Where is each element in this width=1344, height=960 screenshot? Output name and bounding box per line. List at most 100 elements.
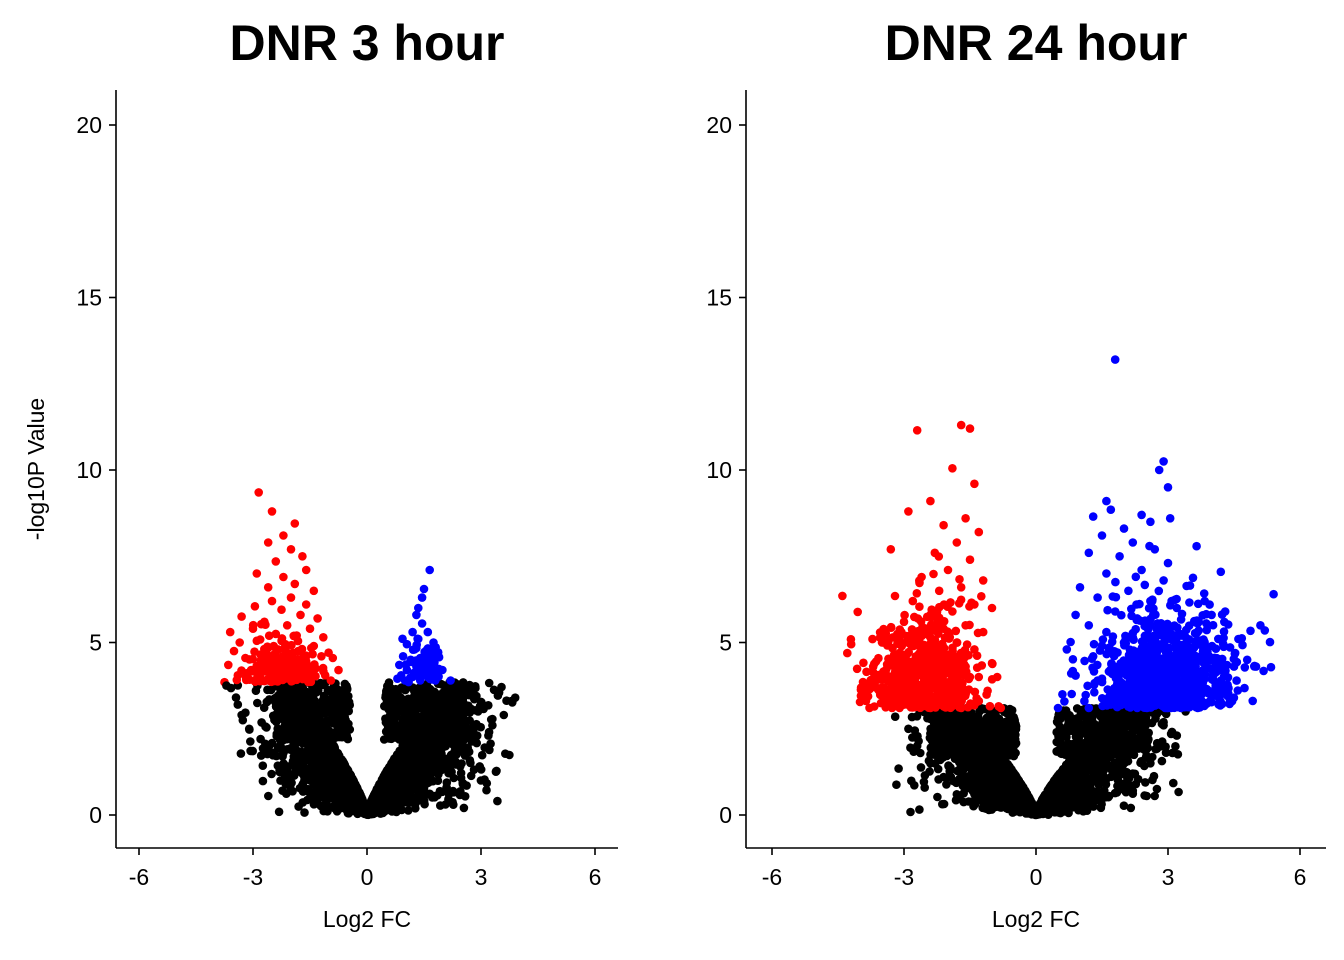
ns-point xyxy=(306,699,316,709)
ns-point xyxy=(275,730,284,740)
ns-point xyxy=(505,750,514,760)
ns-point xyxy=(382,686,391,696)
down-point xyxy=(248,620,258,630)
ns-point xyxy=(315,681,325,690)
ns-point xyxy=(488,721,497,730)
up-point xyxy=(409,668,419,678)
ns-point xyxy=(395,720,404,730)
ns-point xyxy=(300,808,309,817)
down-point xyxy=(290,579,300,589)
ns-point xyxy=(458,779,468,788)
down-point xyxy=(286,593,296,602)
down-point xyxy=(250,647,259,656)
ns-point xyxy=(432,735,441,744)
down-point xyxy=(313,614,322,623)
ns-point xyxy=(457,759,466,768)
ns-point xyxy=(478,701,488,711)
down-point xyxy=(232,675,242,685)
ns-point xyxy=(415,703,424,713)
ns-point xyxy=(444,789,454,799)
panel-title: DNR 3 hour xyxy=(230,15,505,71)
down-point xyxy=(334,665,343,675)
up-point xyxy=(393,674,402,683)
x-axis-title-text: Log2 FC xyxy=(323,906,411,932)
ns-point xyxy=(278,786,287,795)
ns-point xyxy=(1174,787,1183,797)
ns-point xyxy=(436,707,446,717)
ns-point xyxy=(344,697,354,707)
down-point xyxy=(263,538,273,547)
ns-point xyxy=(246,737,255,746)
down-point xyxy=(290,519,300,528)
ns-point xyxy=(453,703,463,713)
ns-point xyxy=(407,733,417,743)
down-point xyxy=(276,674,285,684)
ns-point xyxy=(397,805,407,815)
up-point xyxy=(414,659,424,669)
ns-point xyxy=(436,801,445,810)
ns-point xyxy=(442,717,452,727)
ns-point xyxy=(344,781,354,790)
ns-point xyxy=(446,750,456,760)
down-point xyxy=(267,507,277,516)
down-point xyxy=(324,648,333,657)
ns-point xyxy=(475,762,485,771)
ns-point xyxy=(445,734,455,744)
y-tick-label: 10 xyxy=(76,457,102,483)
down-point xyxy=(229,646,239,656)
ns-point xyxy=(288,699,297,709)
down-point xyxy=(296,610,305,620)
down-point xyxy=(305,624,315,633)
ns-point xyxy=(434,770,443,779)
down-point xyxy=(309,586,319,596)
y-tick-label: 5 xyxy=(89,630,102,656)
down-point xyxy=(281,667,290,676)
ns-point xyxy=(283,727,292,737)
ns-point xyxy=(457,741,467,751)
down-point xyxy=(307,643,316,653)
ns-point xyxy=(458,678,468,687)
ns-point xyxy=(492,766,501,776)
ns-point xyxy=(263,748,273,758)
ns-point xyxy=(315,735,325,745)
up-point xyxy=(417,619,427,628)
ns-point xyxy=(313,748,323,757)
down-point xyxy=(279,531,288,540)
ns-point xyxy=(405,721,414,730)
x-tick-label: 6 xyxy=(589,864,602,890)
down-point xyxy=(254,488,263,497)
down-point xyxy=(264,631,274,640)
down-point xyxy=(319,633,328,642)
down-point xyxy=(277,605,286,614)
ns-point xyxy=(301,690,310,700)
ns-point xyxy=(313,719,323,729)
ns-point xyxy=(251,686,261,695)
ns-point xyxy=(326,698,335,707)
ns-point xyxy=(437,749,446,758)
ns-point xyxy=(288,787,297,796)
ns-point xyxy=(256,734,265,744)
ns-point xyxy=(426,700,435,710)
up-point xyxy=(425,674,435,684)
ns-point xyxy=(331,733,340,742)
down-point xyxy=(263,583,273,592)
x-axis-title: Log2 FC xyxy=(323,906,411,932)
down-point xyxy=(252,569,262,578)
down-point xyxy=(298,552,307,561)
ns-point xyxy=(321,724,330,734)
ns-point xyxy=(340,796,350,805)
down-point xyxy=(224,660,233,670)
down-point xyxy=(273,645,283,654)
ns-point xyxy=(389,690,399,699)
ns-point xyxy=(423,745,433,755)
ns-point xyxy=(916,763,926,772)
ns-point xyxy=(471,706,481,715)
ns-point xyxy=(291,709,301,719)
ns-point xyxy=(415,735,425,745)
ns-point xyxy=(258,761,268,770)
down-point xyxy=(289,631,299,641)
panel-title: DNR 24 hour xyxy=(885,15,1188,71)
ns-point xyxy=(1142,791,1151,801)
ns-point xyxy=(362,809,371,819)
ns-point xyxy=(289,743,298,753)
